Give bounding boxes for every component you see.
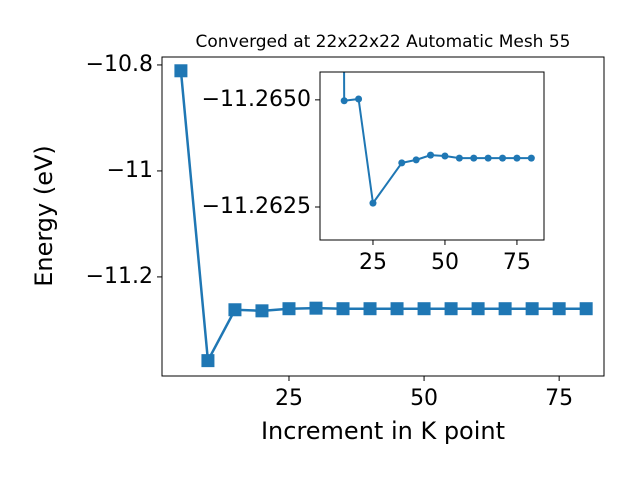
- marker: [228, 303, 242, 317]
- y-tick-label: −11.2: [86, 264, 153, 289]
- y-tick-label: −11.2650: [202, 87, 311, 112]
- marker: [513, 154, 521, 162]
- marker: [201, 354, 215, 368]
- y-axis-label: Energy (eV): [30, 145, 58, 287]
- x-tick-label: 25: [275, 386, 303, 411]
- chart-title: Converged at 22x22x22 Automatic Mesh 55: [196, 32, 571, 52]
- marker: [417, 302, 431, 316]
- marker: [369, 199, 377, 207]
- marker: [470, 154, 478, 162]
- marker: [390, 302, 404, 316]
- marker: [552, 302, 566, 316]
- marker: [336, 302, 350, 316]
- marker: [340, 97, 348, 105]
- x-tick-label: 75: [545, 386, 573, 411]
- marker: [441, 152, 449, 160]
- marker: [579, 302, 593, 316]
- x-tick-label: 75: [503, 250, 531, 275]
- marker: [412, 156, 420, 164]
- x-tick-label: 50: [410, 386, 438, 411]
- marker: [255, 304, 269, 318]
- y-tick-label: −10.8: [86, 52, 153, 77]
- marker: [444, 302, 458, 316]
- plot-frame: [319, 71, 545, 241]
- marker: [499, 154, 507, 162]
- marker: [398, 159, 406, 167]
- x-tick-label: 50: [431, 250, 459, 275]
- marker: [471, 302, 485, 316]
- y-tick-label: −11.2625: [202, 194, 311, 219]
- marker: [527, 154, 535, 162]
- marker: [282, 302, 296, 316]
- marker: [309, 301, 323, 315]
- marker: [174, 64, 188, 78]
- plot-area: [340, 72, 535, 207]
- marker: [355, 95, 363, 103]
- y-tick-label: −11: [107, 158, 153, 183]
- marker: [455, 154, 463, 162]
- marker: [363, 302, 377, 316]
- x-tick-label: 25: [359, 250, 387, 275]
- marker: [427, 151, 435, 159]
- x-axis-label: Increment in K point: [261, 417, 505, 445]
- marker: [498, 302, 512, 316]
- marker: [525, 302, 539, 316]
- marker: [484, 154, 492, 162]
- series-line: [179, 70, 587, 365]
- plot-frame: [161, 56, 605, 377]
- plot-area: [174, 64, 593, 368]
